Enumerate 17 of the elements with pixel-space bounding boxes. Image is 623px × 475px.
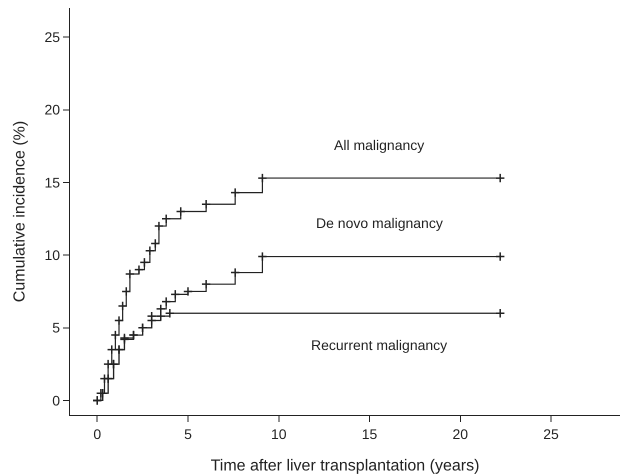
series-label: All malignancy	[334, 137, 424, 153]
y-tick-label: 15	[44, 174, 60, 190]
x-tick-label: 0	[93, 426, 102, 442]
y-tick-label: 5	[52, 320, 60, 336]
x-tick-label: 25	[543, 426, 560, 442]
series-label: De novo malignancy	[316, 215, 443, 231]
y-tick-label: 0	[52, 392, 60, 408]
series-label: Recurrent malignancy	[311, 337, 448, 353]
x-tick-label: 10	[270, 426, 287, 442]
x-tick-label: 20	[452, 426, 468, 442]
y-tick-label: 10	[44, 247, 60, 264]
y-tick-label: 20	[44, 102, 60, 118]
y-axis-title: Cumulative incidence (%)	[11, 120, 28, 302]
x-axis-title: Time after liver transplantation (years)	[210, 458, 480, 475]
x-tick-label: 5	[184, 426, 192, 442]
x-tick-label: 15	[362, 426, 378, 442]
y-tick-label: 25	[44, 28, 60, 45]
